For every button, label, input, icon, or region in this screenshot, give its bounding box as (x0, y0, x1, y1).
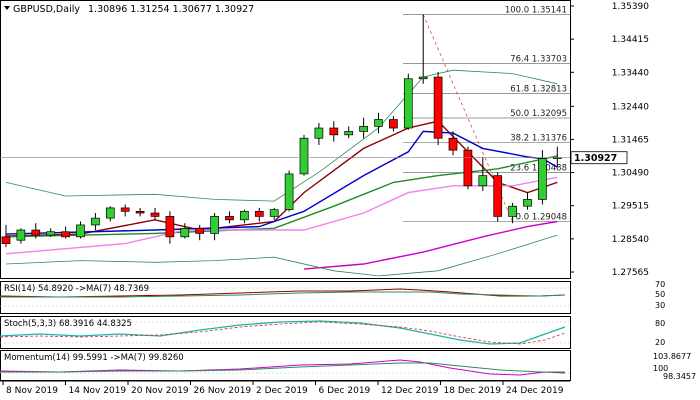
price-tick-label: 1.31465 (612, 135, 649, 145)
time-tick-label: 20 Nov 2019 (131, 386, 189, 396)
price-tick-label: 1.29515 (612, 202, 649, 212)
candle-bear (225, 216, 234, 221)
candle-bear (31, 229, 41, 236)
time-axis: 8 Nov 2019 14 Nov 2019 20 Nov 2019 26 Nov 2… (2, 381, 564, 396)
fib-level-label: 50.0 1.32095 (510, 109, 567, 119)
chevron-down-icon (4, 6, 10, 10)
candle-bear (165, 216, 175, 238)
candle-bull (16, 229, 26, 241)
candle-bull (344, 131, 354, 136)
candle-bear (493, 175, 503, 217)
stoch-tick-20: 20 (655, 338, 665, 347)
fib-level-label: 100.0 1.35141 (505, 5, 567, 15)
bb-upper-line (5, 69, 558, 202)
candle-bull (76, 224, 85, 238)
time-tick-label: 6 Dec 2019 (319, 386, 371, 396)
ma-violet-line (5, 176, 558, 255)
price-tick-label: 1.34415 (612, 35, 649, 45)
ohlc-values: 1.30896 1.31254 1.30677 1.30927 (88, 4, 254, 15)
candle-bear (150, 212, 160, 217)
fib-level-label: 0.0 1.29048 (516, 213, 567, 223)
candle-bull (46, 231, 56, 236)
candle-bear (61, 231, 70, 238)
candle-bear (329, 127, 339, 136)
candle-bear (463, 149, 473, 187)
fib-level-label: 38.2 1.31376 (510, 133, 567, 143)
candle-bull (359, 125, 368, 132)
candle-bull (180, 227, 190, 238)
price-tick-label: 1.32440 (612, 102, 649, 112)
price-tick-label: 1.33440 (612, 68, 649, 78)
candle-bear (120, 207, 130, 212)
current-price-label: 1.30927 (574, 153, 617, 164)
candle-bull (538, 158, 547, 200)
candle-bull (284, 173, 294, 210)
time-tick-label: 12 Dec 2019 (381, 386, 439, 396)
ma-magenta-line (303, 220, 558, 270)
candle-bull (523, 199, 532, 207)
time-tick-label: 26 Nov 2019 (194, 386, 252, 396)
rsi-tick-30: 30 (655, 301, 665, 310)
candle-bull (269, 209, 279, 217)
current-price-marker: 1.30927 (0, 151, 628, 164)
time-tick-label: 18 Dec 2019 (444, 386, 502, 396)
price-tick-label: 1.35390 (612, 2, 649, 12)
ma-blue-line (5, 130, 558, 235)
candle-bull (240, 210, 249, 221)
bb-lower-line (5, 234, 558, 277)
price-tick-label: 1.30490 (612, 169, 649, 179)
momentum-tick-high: 103.8677 (653, 352, 691, 361)
price-axis: 1.35390 1.34415 1.33440 1.32440 1.31465 1.304… (570, 2, 649, 278)
rsi-tick-70: 70 (655, 280, 665, 289)
candle-bull (508, 205, 517, 217)
candle-bull (299, 137, 309, 175)
candle-bear (448, 137, 458, 151)
candle-bull (418, 76, 428, 80)
candle-bull (478, 175, 488, 187)
moving-averages (5, 69, 558, 277)
chart-title: GBPUSD,Daily 1.30896 1.31254 1.30677 1.3… (4, 4, 254, 15)
candle-bear (195, 227, 205, 234)
stoch-tick-80: 80 (655, 319, 665, 328)
momentum-tick-mid: 100 (653, 364, 668, 373)
stoch-label: Stoch(5,3,3) 68.3916 44.8325 (4, 319, 132, 329)
momentum-indicator: Momentum(14) 99.5991 ->MA(7) 99.8260 103… (0, 352, 696, 381)
candle-bull (105, 207, 115, 219)
time-tick-label: 24 Dec 2019 (506, 386, 564, 396)
fib-level-label: 61.8 1.32813 (510, 85, 567, 95)
candle-bull (210, 216, 219, 234)
candle-bear (389, 119, 398, 129)
fib-level-label: 76.4 1.33703 (510, 54, 567, 64)
candle-bull (403, 78, 413, 129)
candles (1, 14, 562, 248)
candle-bull (374, 119, 383, 127)
time-tick-label: 2 Dec 2019 (256, 386, 308, 396)
stochastic-indicator: Stoch(5,3,3) 68.3916 44.8325 80 20 (0, 319, 665, 347)
momentum-label: Momentum(14) 99.5991 ->MA(7) 99.8260 (4, 353, 184, 363)
price-tick-label: 1.28540 (612, 235, 649, 245)
rsi-tick-50: 50 (655, 290, 665, 299)
rsi-indicator: RSI(14) 54.8920 ->MA(7) 48.7369 70 50 30 (0, 280, 665, 310)
candle-bear (135, 210, 145, 214)
stoch-pane (0, 316, 571, 349)
rsi-label: RSI(14) 54.8920 ->MA(7) 48.7369 (4, 284, 149, 294)
candle-bear (1, 236, 11, 244)
candle-bull (91, 217, 100, 226)
candle-bull (314, 127, 324, 139)
price-tick-label: 1.27565 (612, 268, 649, 278)
momentum-tick-low: 98.3457 (663, 372, 696, 381)
candle-bear (254, 210, 264, 217)
time-tick-label: 14 Nov 2019 (69, 386, 127, 396)
symbol-title: GBPUSD,Daily (13, 4, 80, 15)
candle-bear (433, 76, 443, 139)
time-tick-label: 8 Nov 2019 (6, 386, 58, 396)
